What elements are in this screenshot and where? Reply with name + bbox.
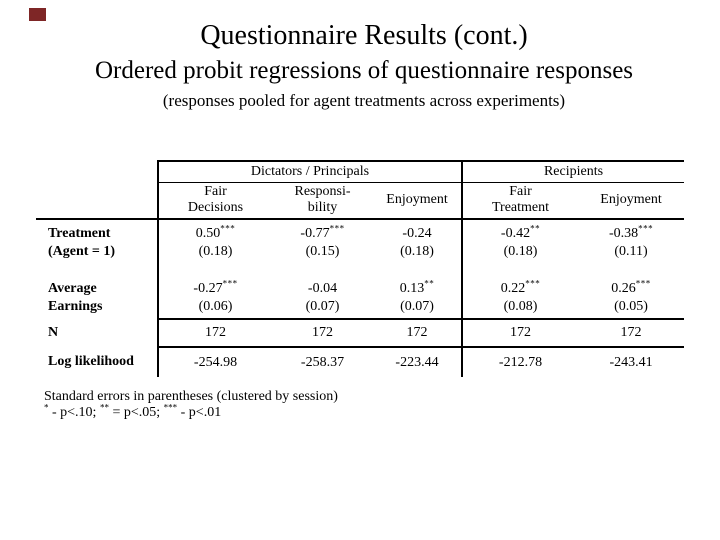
cell-earnings-enjoyment-d: 0.13** (0.07) [373,275,462,319]
cell-loglik-2: -258.37 [300,354,345,370]
slide-subtitle: Ordered probit regressions of questionna… [94,57,634,84]
significance-stars: *** [220,223,236,234]
blank-corner-cell [36,161,158,182]
slide-title: Questionnaire Results (cont.) [200,20,528,51]
cell-earnings-enjoyment-r: 0.26*** (0.05) [578,275,684,319]
column-header-enjoyment-dictators: Enjoyment [373,182,463,220]
row-label-average-earnings: Average Earnings [48,281,103,314]
significance-stars: * [44,402,49,413]
cell-n-5: 172 [578,318,685,348]
cell-loglik-1: -254.98 [157,347,272,377]
group-header-recipients: Recipients [461,160,685,183]
column-header-row: Fair Decisions Responsi- bility Enjoymen… [36,182,685,220]
column-header-fair-decisions: Fair Decisions [157,182,272,220]
cell-n-1: 172 [157,318,272,348]
regression-results-table: Dictators / Principals Recipients Fair D… [36,160,685,377]
significance-stars: ** [99,402,109,413]
significance-stars: *** [525,278,541,289]
std-error: (0.05) [614,299,648,314]
table-row-log-likelihood: Log likelihood -254.98 -258.37 -223.44 -… [36,347,684,377]
footnote-significance-legend: * - p<.10; ** = p<.05; *** - p<.01 [44,402,222,420]
cell-treatment-enjoyment-r: -0.38*** (0.11) [578,219,684,275]
row-label-log-likelihood: Log likelihood [48,354,134,369]
column-header-responsibility: Responsi- bility [272,182,373,220]
cell-treatment-enjoyment-d: -0.24 (0.18) [373,219,462,275]
cell-treatment-responsibility: -0.77*** (0.15) [272,219,373,275]
std-error: (0.11) [614,244,648,259]
footnote-standard-errors: Standard errors in parentheses (clustere… [44,389,338,404]
std-error: (0.18) [400,244,434,259]
group-header-dictators-principals: Dictators / Principals [156,160,463,183]
significance-stars: *** [635,278,651,289]
std-error: (0.07) [305,299,340,314]
cell-earnings-fair-decisions: -0.27*** (0.06) [157,275,272,319]
blank-label-header-cell [36,182,158,220]
table-row-average-earnings: Average Earnings -0.27*** (0.06) -0.04 (… [36,275,684,319]
slide-note: (responses pooled for agent treatments a… [162,91,566,110]
corner-decoration-square [29,8,46,21]
cell-n-3: 172 [373,318,463,348]
cell-n-4: 172 [461,318,579,348]
cell-treatment-fair-treatment: -0.42** (0.18) [461,219,579,275]
significance-stars: *** [163,402,178,413]
cell-earnings-fair-treatment: 0.22*** (0.08) [461,275,579,319]
significance-stars: *** [329,223,345,234]
cell-loglik-4: -212.78 [461,347,579,377]
row-label-n: N [48,325,59,340]
cell-loglik-3: -223.44 [395,354,439,370]
significance-stars: *** [638,223,654,234]
std-error: (0.06) [198,299,233,314]
column-header-fair-treatment: Fair Treatment [461,182,579,220]
std-error: (0.08) [503,299,538,314]
std-error: (0.15) [305,244,340,259]
std-error: (0.18) [198,244,233,259]
row-label-treatment: Treatment (Agent = 1) [48,226,116,259]
cell-earnings-responsibility: -0.04 (0.07) [272,275,373,319]
significance-stars: *** [222,278,238,289]
table-row-n: N 172 172 172 172 172 [36,318,685,348]
column-header-enjoyment-recipients: Enjoyment [578,182,685,220]
std-error: (0.18) [503,244,538,259]
std-error: (0.07) [400,299,434,314]
significance-stars: ** [424,278,435,289]
table-row-treatment: Treatment (Agent = 1) 0.50*** (0.18) -0.… [36,219,684,275]
cell-n-2: 172 [272,318,373,348]
group-header-row: Dictators / Principals Recipients [36,160,685,183]
cell-treatment-fair-decisions: 0.50*** (0.18) [157,219,272,275]
cell-loglik-5: -243.41 [609,354,653,370]
significance-stars: ** [530,223,541,234]
